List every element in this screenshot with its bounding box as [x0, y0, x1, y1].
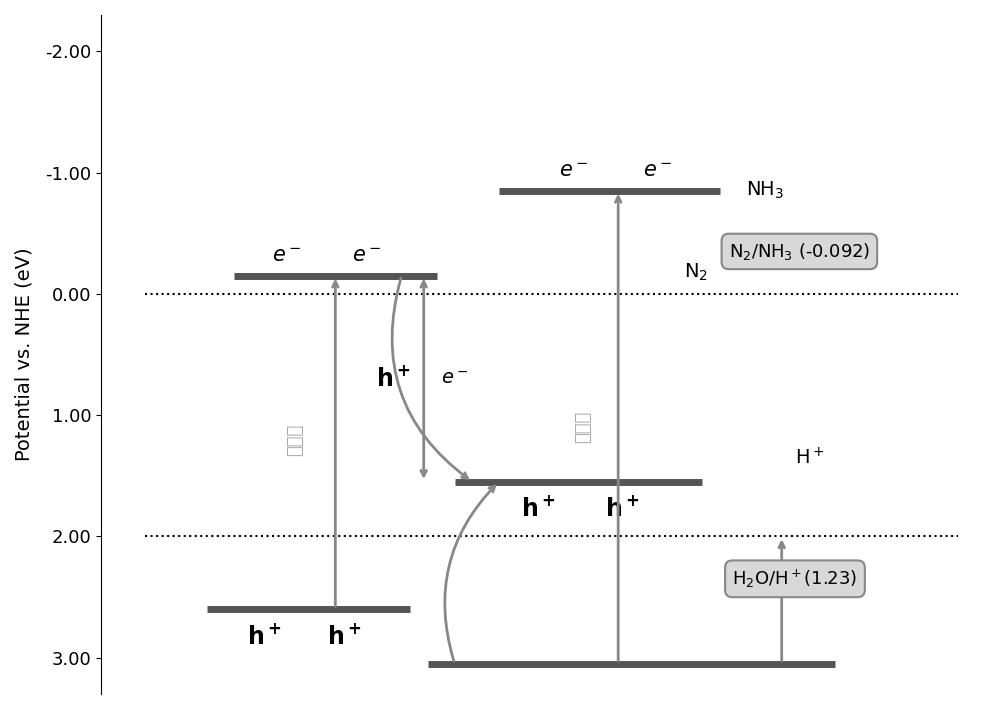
Text: $e^-$: $e^-$	[559, 161, 589, 181]
Text: $e^-$: $e^-$	[352, 246, 381, 266]
Text: $e^-$: $e^-$	[272, 246, 301, 266]
Text: 氮化碳: 氮化碳	[574, 411, 592, 443]
Text: $\mathbf{h^+}$: $\mathbf{h^+}$	[247, 624, 282, 649]
Text: $\mathbf{h^+}$: $\mathbf{h^+}$	[605, 496, 640, 521]
Text: N$_2$/NH$_3$ (-0.092): N$_2$/NH$_3$ (-0.092)	[729, 241, 870, 262]
Text: $\mathbf{h^+}$: $\mathbf{h^+}$	[521, 496, 556, 521]
Text: $e^-$: $e^-$	[643, 161, 673, 181]
Y-axis label: Potential vs. NHE (eV): Potential vs. NHE (eV)	[15, 247, 34, 462]
Text: N$_2$: N$_2$	[684, 262, 708, 283]
Text: H$^+$: H$^+$	[795, 447, 824, 468]
Text: $\mathbf{h^+}$: $\mathbf{h^+}$	[376, 367, 410, 391]
Text: NH$_3$: NH$_3$	[746, 180, 785, 201]
Text: 氧化铁: 氧化铁	[287, 423, 305, 455]
Text: $e^-$: $e^-$	[441, 369, 469, 389]
Text: $\mathbf{h^+}$: $\mathbf{h^+}$	[327, 624, 361, 649]
Text: H$_2$O/H$^+$(1.23): H$_2$O/H$^+$(1.23)	[732, 568, 858, 590]
